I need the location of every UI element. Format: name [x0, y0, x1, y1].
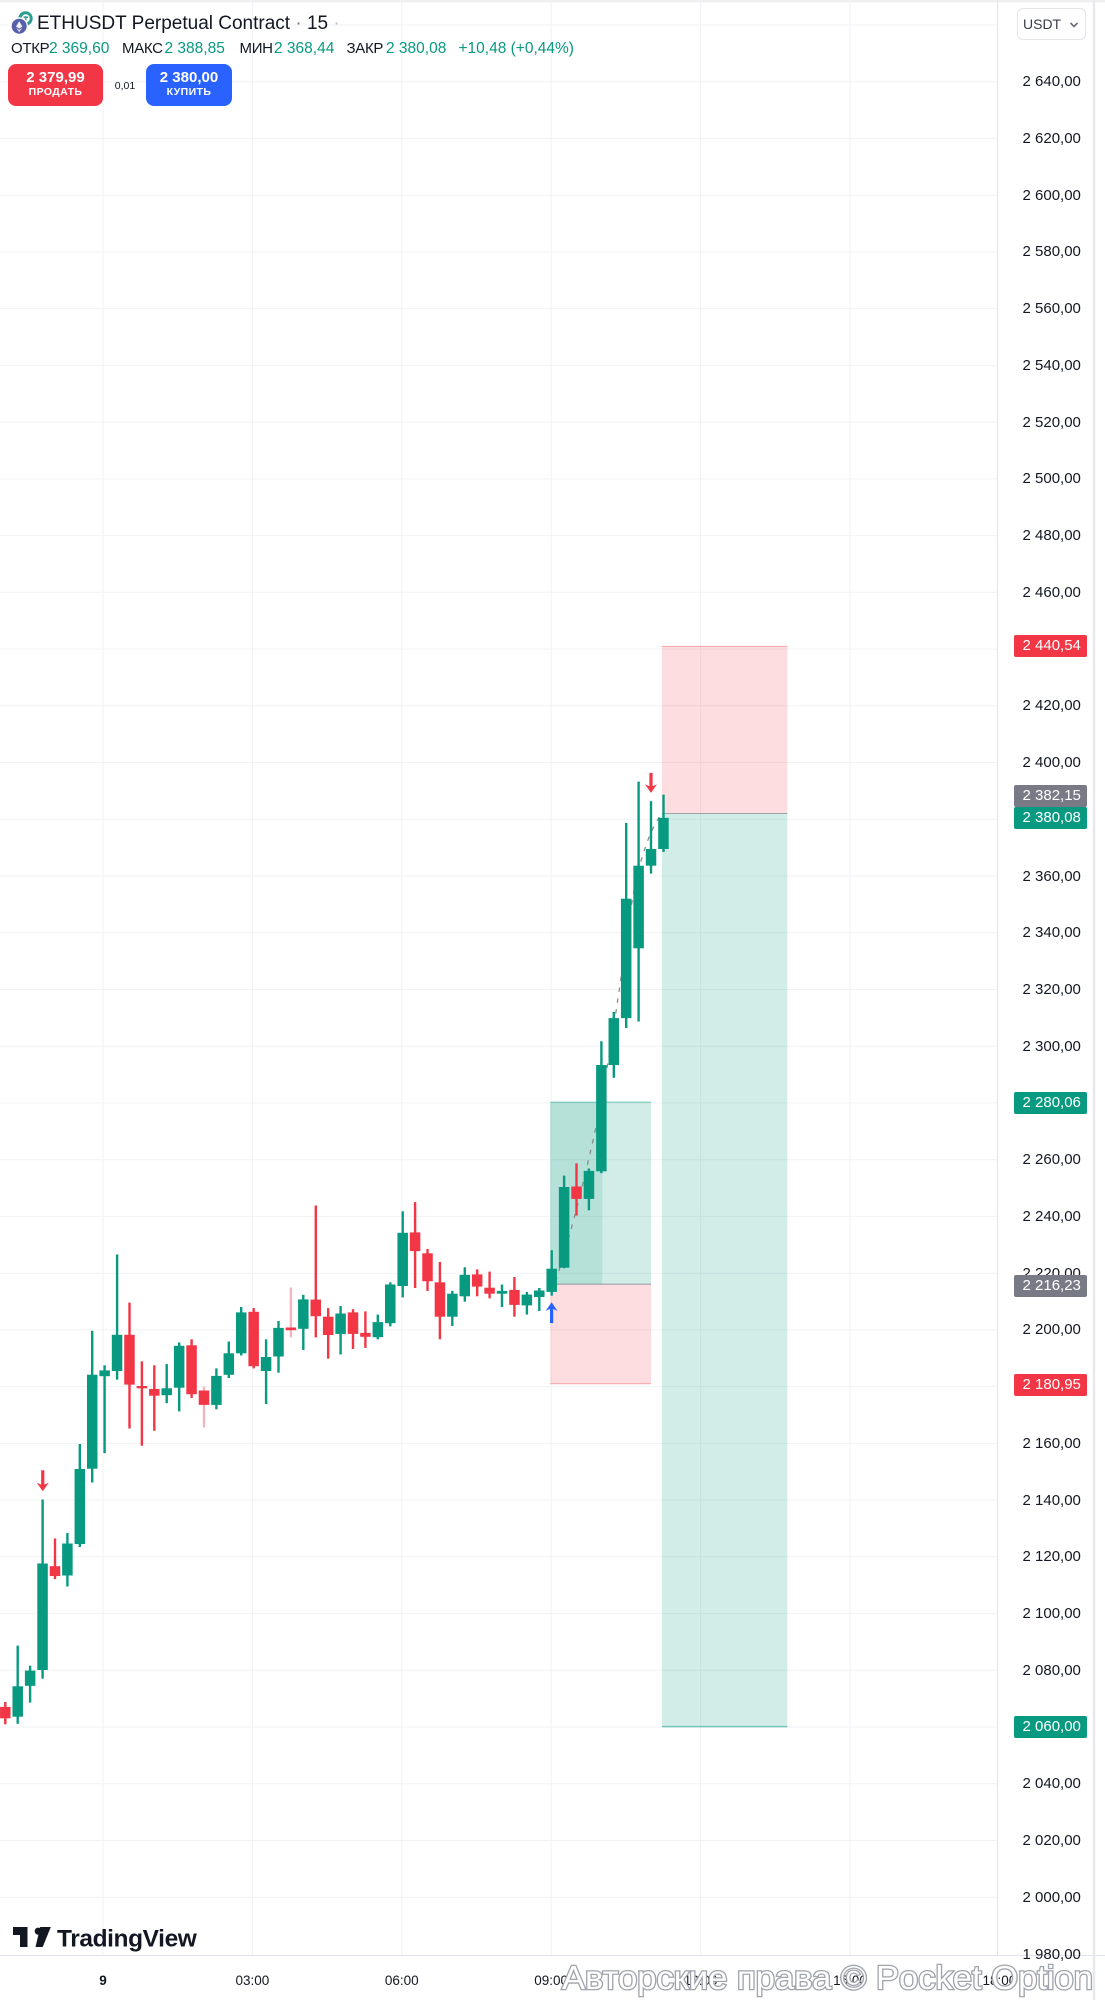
svg-text:TradingView: TradingView — [57, 1926, 198, 1953]
svg-text:Авторские права © Pocket Optio: Авторские права © Pocket Option — [562, 1960, 1093, 1997]
